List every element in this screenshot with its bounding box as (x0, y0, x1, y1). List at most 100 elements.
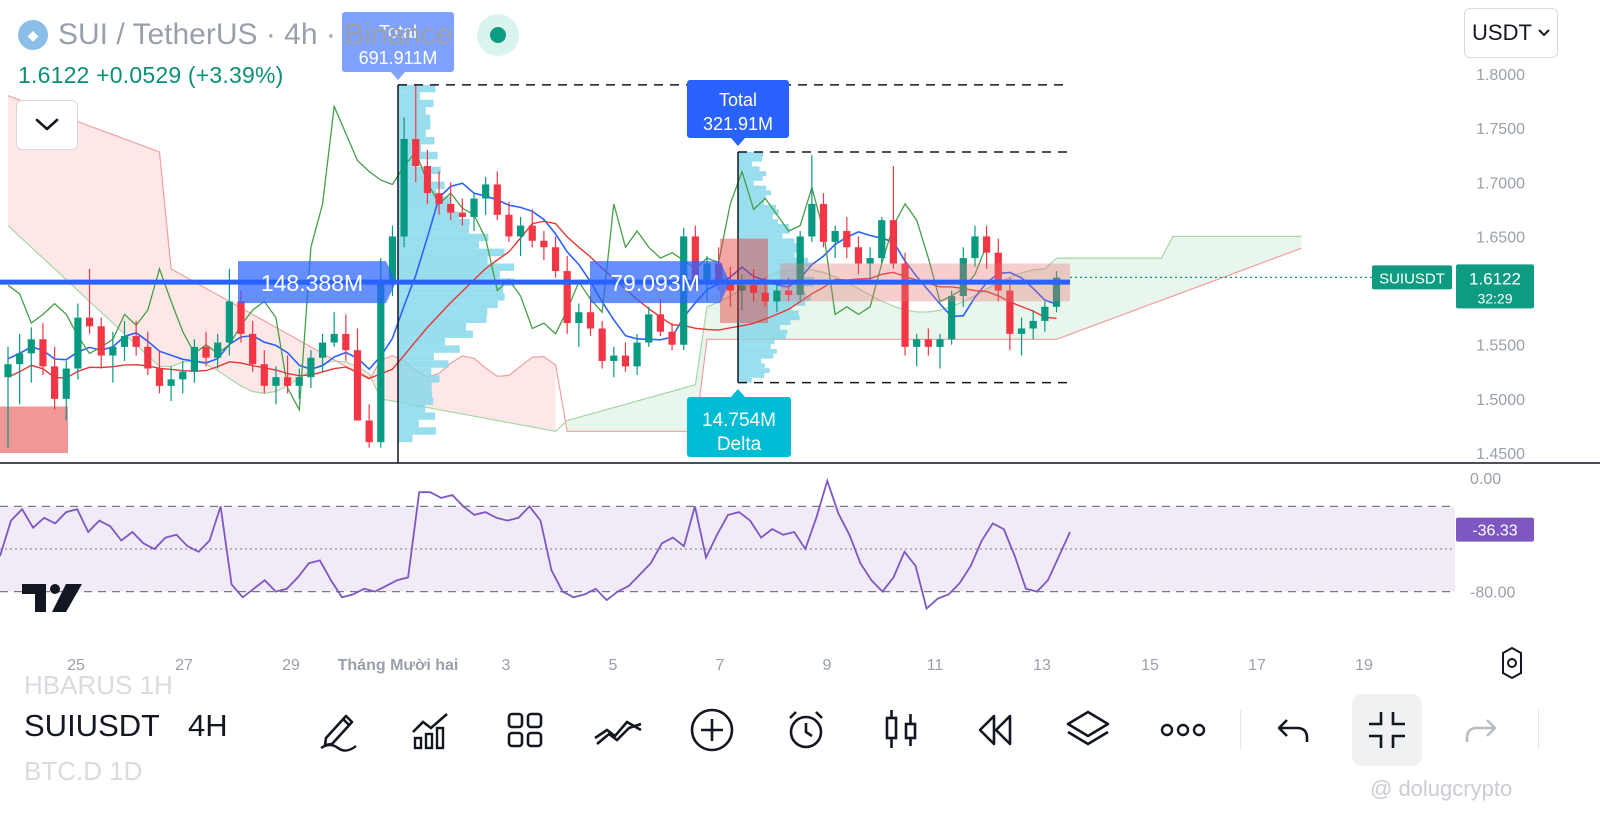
volume-profile-row (738, 185, 767, 191)
layout-button[interactable] (490, 694, 560, 766)
drawing-tool-button[interactable] (303, 694, 373, 766)
total-label[interactable]: Total 321.91M (687, 80, 789, 146)
candle-body (202, 346, 210, 358)
candle-body (470, 198, 478, 217)
time-tick-label: 13 (1033, 657, 1051, 674)
axes-group: SUIUSDT 1.6122 32:29 1.8000 1.7500 1.7000 1.65… (0, 67, 1600, 680)
alert-button[interactable] (771, 694, 841, 766)
volume-profile-row (738, 228, 790, 234)
candle (808, 155, 816, 242)
volume-profile-row (738, 151, 764, 157)
candle-body (342, 333, 350, 351)
volume-profile-row (398, 129, 426, 137)
candle-body (528, 225, 536, 241)
poc-label[interactable]: 148.388M (238, 261, 396, 304)
volume-profile-row (398, 323, 467, 331)
candle (62, 360, 70, 421)
poc-label[interactable]: 79.093M (590, 261, 730, 304)
candle (132, 320, 140, 356)
candle-body (656, 314, 664, 332)
oscillator-band (0, 506, 1455, 592)
candle-body (610, 355, 618, 361)
total-label[interactable]: Total 691.911M (342, 12, 454, 80)
more-button[interactable] (1148, 694, 1218, 766)
volume-profile-row (398, 84, 436, 93)
volume-profile-row (398, 256, 488, 264)
candle (866, 247, 874, 280)
candle-body (1006, 290, 1014, 334)
candle (540, 231, 548, 261)
red-cloud-block (0, 406, 68, 453)
redo-button[interactable] (1446, 694, 1516, 766)
candle-body (167, 379, 175, 386)
replay-button[interactable] (959, 694, 1029, 766)
candle-body (575, 312, 583, 324)
price-tick-label: 1.6500 (1476, 229, 1525, 246)
time-tick-label: 29 (282, 657, 300, 674)
candle (423, 149, 431, 204)
symbol-title[interactable]: SUI / TetherUS · 4h · Binance (58, 18, 453, 51)
candle (621, 342, 630, 372)
bottom-toolbar: HBARUS 1H SUIUSDT 4H BTC.D 1D (0, 670, 1600, 786)
candle-body (435, 193, 443, 204)
candle-body (854, 247, 863, 264)
volume-profile-row (738, 267, 807, 273)
volume-profile-row (398, 144, 422, 152)
volume-profile-row (738, 156, 763, 162)
candle (109, 331, 117, 383)
volume-profile-row (738, 363, 765, 369)
candle-body (214, 342, 222, 358)
candle (517, 216, 525, 256)
price-tick-label: 1.4500 (1476, 446, 1525, 463)
time-tick-label: 15 (1141, 657, 1159, 674)
leading-span-a (7, 225, 1302, 432)
patterns-button[interactable] (583, 694, 653, 766)
market-status-icon[interactable] (476, 14, 519, 56)
candle-body (1017, 328, 1026, 334)
candle-body (249, 333, 257, 365)
time-tick-label: 5 (609, 657, 618, 674)
redo-icon (1465, 719, 1497, 742)
last-price-value: 1.6122 (1469, 269, 1521, 288)
settings-hex-icon[interactable] (1502, 646, 1522, 680)
fullscreen-exit-button[interactable] (1352, 694, 1422, 766)
candle-body (237, 301, 245, 334)
indicators-button[interactable] (396, 694, 466, 766)
volume-profile-row (398, 174, 424, 182)
layers-button[interactable] (1053, 694, 1123, 766)
settings-hex-icon-center (1507, 658, 1517, 668)
volume-profile-row (398, 203, 452, 212)
volume-profile-row (738, 248, 801, 253)
add-button[interactable] (677, 694, 747, 766)
time-tick-label: 7 (716, 657, 725, 674)
collapse-legend-button[interactable] (16, 100, 78, 150)
candle-body (959, 258, 967, 296)
candle-body (1041, 306, 1049, 321)
delta-label[interactable]: 14.754M Delta (687, 389, 791, 457)
volume-profile-row (398, 196, 451, 204)
candle-body (866, 258, 874, 264)
candle (1029, 310, 1037, 340)
timeframe-button[interactable]: 4H (188, 708, 228, 743)
volume-profile-row (398, 226, 469, 234)
chart-type-button[interactable] (866, 694, 936, 766)
volume-profile-row (738, 320, 791, 325)
candle-body (994, 252, 1002, 291)
chart-header: ◆ SUI / TetherUS · 4h · Binance (18, 14, 519, 56)
candle (796, 231, 804, 302)
candle-body (808, 203, 816, 237)
price-chart[interactable]: 148.388M 79.093M Total 691.911M Total 321.91M… (0, 0, 1600, 684)
volume-profile-row (738, 358, 762, 364)
symbol-button[interactable]: SUIUSDT (24, 708, 159, 743)
candle (202, 331, 210, 367)
undo-button[interactable] (1258, 694, 1328, 766)
candle-body (889, 220, 897, 264)
currency-selector[interactable]: USDT (1464, 8, 1558, 58)
volume-profile-row (398, 92, 421, 100)
candle (27, 327, 35, 383)
candle-body (924, 339, 932, 347)
volume-profile-row (738, 204, 776, 210)
candle-body (540, 240, 548, 248)
symbol-label-text: SUIUSDT (1379, 270, 1445, 287)
candle (284, 355, 292, 394)
